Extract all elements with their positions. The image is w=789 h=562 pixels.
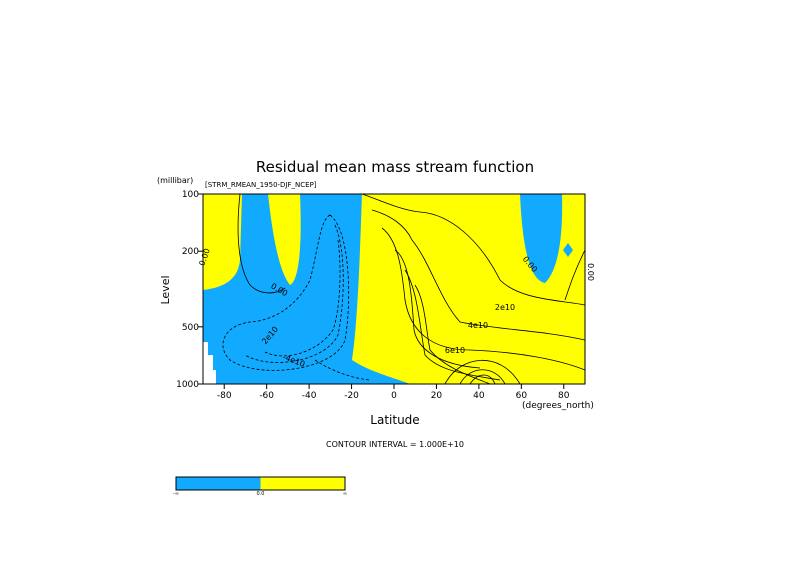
y-tick-label: 200 — [182, 247, 199, 257]
colorbar-label: 0.0 — [257, 491, 265, 497]
contour-line — [371, 209, 586, 341]
x-tick-label: -80 — [217, 391, 232, 401]
missing-region — [203, 342, 216, 384]
x-tick-label: -40 — [302, 391, 317, 401]
x-units: (degrees_north) — [522, 401, 594, 411]
negative-region — [563, 243, 573, 257]
subtitle: [STRM_RMEAN_1950-DJF_NCEP] — [205, 181, 317, 189]
y-axis-label: Level — [159, 275, 172, 304]
x-tick-label: -60 — [259, 391, 274, 401]
contour-label: 2e10 — [495, 303, 515, 312]
contour-line — [404, 269, 501, 381]
contour-line — [459, 369, 506, 385]
contour-lines — [222, 193, 586, 385]
contour-line — [244, 224, 344, 363]
contour-line — [564, 249, 586, 301]
colorbar-frame — [175, 476, 346, 491]
contour-line — [469, 374, 496, 385]
colorbar-swatch — [176, 477, 261, 490]
y-tick-label: 1000 — [176, 380, 199, 390]
x-tick-label: 60 — [516, 391, 528, 401]
x-tick-label: 80 — [558, 391, 570, 401]
contour-line — [264, 239, 341, 357]
contour-line — [414, 284, 491, 385]
contour-label: 6e10 — [445, 346, 465, 355]
x-tick-label: 0 — [391, 391, 397, 401]
y-tick-label: 500 — [182, 323, 199, 333]
contour-line — [361, 193, 586, 306]
x-tick-label: 20 — [431, 391, 443, 401]
contour-line — [394, 249, 481, 369]
negative-region — [203, 194, 410, 384]
x-tick-label: 40 — [473, 391, 485, 401]
contour-label: 0.00 — [586, 263, 595, 281]
contour-line — [444, 360, 521, 385]
colorbar-swatch — [260, 477, 345, 490]
colorbar-label: -∞ — [173, 491, 179, 497]
negative-region — [520, 194, 563, 283]
y-tick-label: 100 — [182, 190, 199, 200]
x-tick-label: -20 — [344, 391, 359, 401]
colorbar-label: ∞ — [343, 491, 347, 497]
contour-line — [237, 193, 286, 294]
y-units: (millibar) — [157, 176, 193, 185]
contour-label: 4e10 — [468, 321, 488, 330]
contour-note: CONTOUR INTERVAL = 1.000E+10 — [326, 440, 464, 449]
contour-line — [381, 227, 586, 371]
x-axis-label: Latitude — [370, 413, 419, 427]
contour-line — [222, 214, 350, 371]
chart-title: Residual mean mass stream function — [256, 158, 534, 176]
